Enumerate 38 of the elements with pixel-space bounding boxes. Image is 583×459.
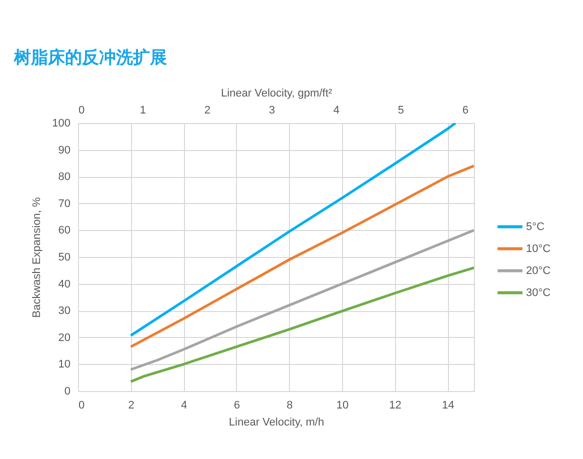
x-tick-label: 12 [389,400,402,412]
legend-label: 5°C [526,220,545,233]
y-tick-label: 10 [58,358,70,371]
x-tick-label: 10 [336,400,349,412]
y-tick-label: 100 [52,118,70,130]
legend-label: 10°C [526,242,551,255]
x2-axis-title: Linear Velocity, gpm/ft² [220,88,332,100]
y-tick-label: 70 [58,198,70,210]
x-axis-title: Linear Velocity, m/h [228,416,324,428]
y-tick-label: 30 [58,305,70,318]
y-axis-title: Backwash Expansion, % [31,197,44,318]
y-tick-label: 60 [58,224,70,237]
x2-tick-label: 4 [333,104,340,116]
x2-tick-label: 6 [462,104,469,116]
x2-tick-label: 2 [204,104,211,116]
legend-label: 30°C [526,286,551,299]
legend-label: 20°C [526,264,551,277]
y-tick-label: 20 [58,332,70,344]
x-tick-label: 6 [234,400,240,412]
x2-tick-label: 0 [78,104,85,116]
x2-tick-label: 1 [140,104,146,116]
y-tick-label: 0 [64,386,70,398]
y-tick-label: 80 [58,171,70,184]
x-tick-label: 0 [78,400,85,412]
y-tick-label: 40 [58,278,70,290]
chart-title: 树脂床的反冲洗扩展 [13,48,167,67]
line-series [130,123,457,337]
line-series [130,266,474,383]
line-series [130,228,474,371]
y-tick-label: 50 [58,252,70,264]
line-series [130,164,474,348]
x-tick-label: 2 [128,400,134,412]
x-tick-label: 8 [286,400,293,412]
x-tick-label: 4 [181,400,188,412]
x-tick-label: 14 [442,400,454,412]
x2-tick-label: 3 [268,104,276,116]
y-tick-label: 90 [58,144,70,156]
x2-tick-label: 5 [398,104,404,116]
